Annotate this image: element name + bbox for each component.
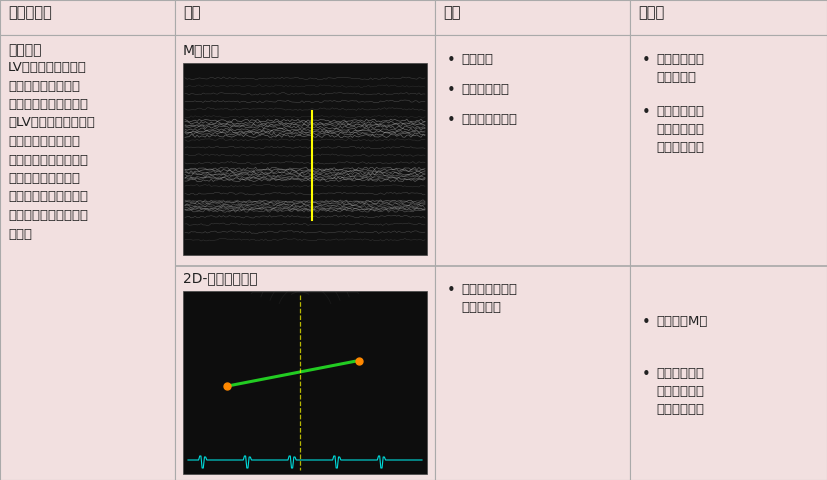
Text: •: • — [447, 83, 456, 98]
Text: •: • — [642, 315, 651, 330]
Text: 声束的方位常
常偏离长轴: 声束的方位常 常偏离长轴 — [656, 53, 704, 84]
Text: 大量已发表数据: 大量已发表数据 — [461, 113, 517, 126]
Text: 帧频低于M型: 帧频低于M型 — [656, 315, 707, 328]
Bar — [435, 0, 630, 35]
Bar — [0, 0, 175, 35]
Bar — [175, 35, 435, 480]
Bar — [183, 63, 427, 255]
Bar — [435, 265, 630, 266]
Text: •: • — [447, 283, 456, 298]
Bar — [175, 0, 435, 35]
Text: 单维，即仅在
心室形态正常
时才具代表性: 单维，即仅在 心室形态正常 时才具代表性 — [656, 105, 704, 154]
Text: 单维，即仅在
心室形态正常
时才具代表性: 单维，即仅在 心室形态正常 时才具代表性 — [656, 367, 704, 416]
Text: 2D-引导径线测量: 2D-引导径线测量 — [183, 271, 258, 285]
Bar — [175, 265, 435, 266]
Text: 时间分辨率高: 时间分辨率高 — [461, 83, 509, 96]
Bar — [630, 35, 827, 480]
Text: LV内径的测量应在胸
骨旁左心室长轴切面
进行。测量时仔细选择
与LV长轴垂直的部位，
在二尖瓣瓣尖水平进
行测量。电子卡尺应置
于心肌壁与心腔之间
的界面，以: LV内径的测量应在胸 骨旁左心室长轴切面 进行。测量时仔细选择 与LV长轴垂直的… — [8, 61, 95, 240]
Bar — [435, 35, 630, 480]
Text: •: • — [447, 113, 456, 128]
Bar — [630, 265, 827, 266]
Bar — [630, 0, 827, 35]
Text: •: • — [642, 367, 651, 382]
Text: 局限性: 局限性 — [638, 5, 664, 20]
Text: •: • — [642, 53, 651, 68]
Text: M型测量: M型测量 — [183, 43, 220, 57]
Text: 内径测量: 内径测量 — [8, 43, 41, 57]
Text: 容易确定与长轴
垂直的方位: 容易确定与长轴 垂直的方位 — [461, 283, 517, 314]
Text: •: • — [447, 53, 456, 68]
Text: 技术: 技术 — [183, 5, 200, 20]
Bar — [183, 291, 427, 474]
Text: 优点: 优点 — [443, 5, 461, 20]
Bar — [0, 35, 175, 480]
Text: 参数和方法: 参数和方法 — [8, 5, 52, 20]
Text: 重复性好: 重复性好 — [461, 53, 493, 66]
Text: •: • — [642, 105, 651, 120]
